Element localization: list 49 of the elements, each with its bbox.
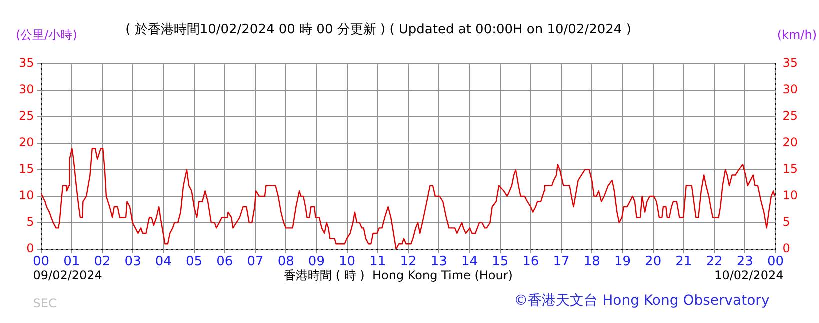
x-tick-label: 04 (155, 254, 172, 270)
y-tick-label: 0 (26, 242, 34, 256)
x-tick-label: 12 (400, 254, 417, 270)
y-tick-label: 20 (18, 136, 34, 150)
x-tick-label: 00 (767, 254, 784, 270)
y-tick-label: 25 (18, 109, 34, 124)
y2-tick-label: 5 (782, 215, 790, 230)
x-tick-label: 23 (736, 254, 754, 270)
x-tick-label: 10 (339, 254, 356, 270)
x-tick-label: 15 (492, 254, 509, 270)
x-tick-label: 03 (124, 254, 142, 270)
x-tick-label: 20 (645, 254, 662, 270)
y-tick-label: 30 (18, 82, 34, 97)
text: 09/02/2024 (33, 268, 102, 283)
x-tick-label: 07 (247, 254, 264, 270)
y2-tick-label: 10 (782, 188, 798, 203)
x-tick-label: 05 (186, 254, 203, 270)
y2-axis-title: (km/h) (777, 28, 817, 42)
x-tick-label: 02 (94, 254, 111, 270)
x-tick-label: 21 (676, 254, 692, 270)
chart-title: ( 於香港時間10/02/2024 00 時 00 分更新 ) ( Updated at 00:00H on 10/02/2024 ) (126, 22, 632, 38)
x-tick-label: 06 (216, 254, 234, 270)
text: 10/02/2024 (714, 268, 784, 283)
y2-tick-label: 25 (782, 109, 798, 124)
y2-tick-label: 35 (782, 56, 798, 70)
text: ©香港天文台 Hong Kong Observatory (514, 293, 770, 310)
x-tick-label: 17 (553, 254, 570, 270)
x-tick-label: 13 (430, 254, 448, 270)
y-tick-label: 35 (18, 56, 34, 70)
x-tick-label: 18 (584, 254, 600, 270)
x-tick-label: 11 (370, 254, 386, 270)
x-tick-label: 22 (706, 254, 723, 270)
y2-tick-label: 30 (782, 82, 798, 97)
x-tick-label: 09 (308, 254, 325, 270)
x-tick-label: 16 (522, 254, 540, 270)
y-tick-label: 15 (18, 162, 34, 176)
x-tick-label: 19 (614, 254, 631, 270)
y2-tick-label: 20 (782, 136, 798, 150)
text: SEC (33, 296, 57, 311)
y2-tick-label: 0 (782, 242, 790, 256)
y-axis-title: (公里/小時) (16, 28, 78, 42)
x-tick-label: 14 (461, 254, 478, 270)
x-tick-label: 08 (278, 254, 294, 270)
x-tick-label: 01 (64, 254, 80, 270)
y-tick-label: 10 (18, 188, 34, 203)
y2-tick-label: 15 (782, 162, 798, 176)
x-tick-label: 00 (32, 254, 50, 270)
y-tick-label: 5 (26, 215, 34, 230)
x-axis-title: 香港時間 ( 時 ) Hong Kong Time (Hour) (284, 268, 513, 283)
